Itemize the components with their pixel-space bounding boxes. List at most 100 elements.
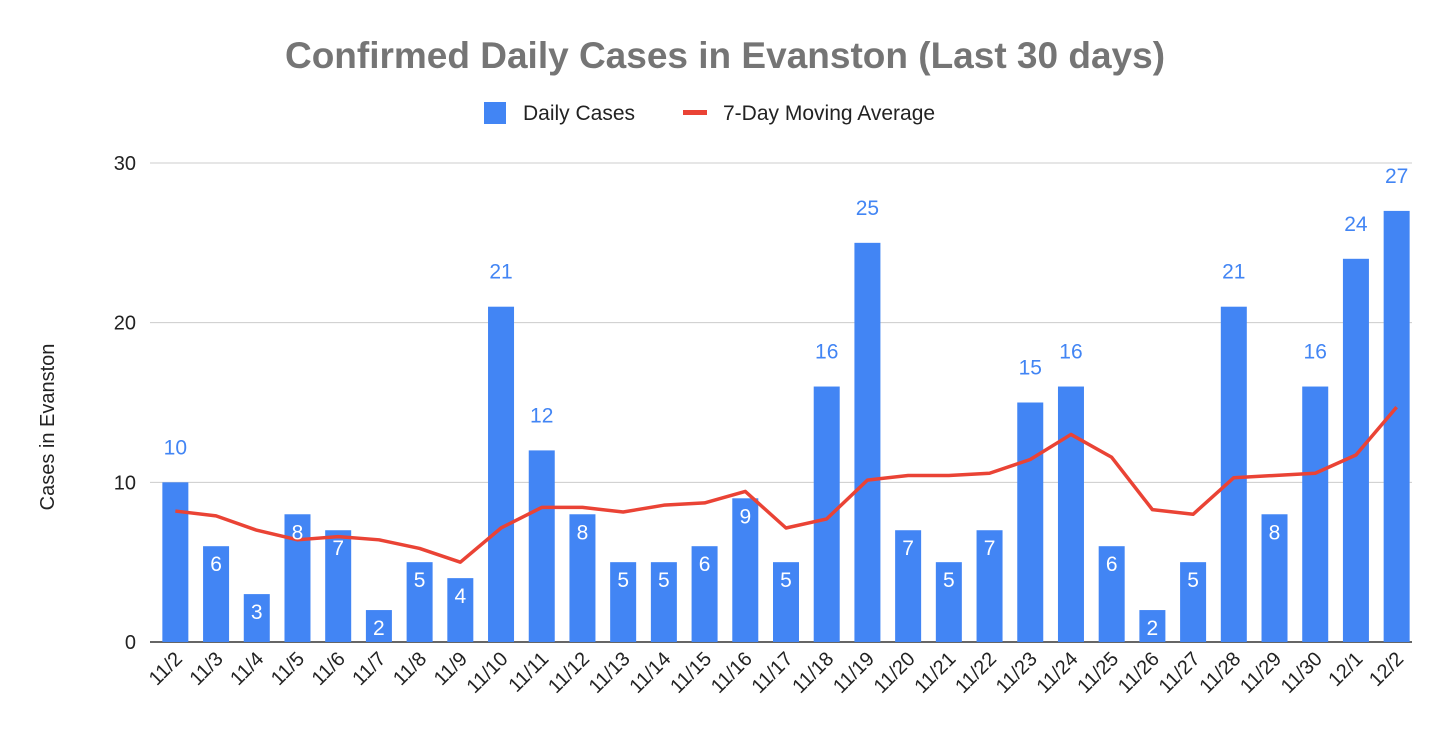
bar	[1057, 386, 1084, 642]
data-label: 7	[984, 537, 996, 560]
data-label: 5	[414, 569, 426, 592]
data-label: 7	[902, 537, 914, 560]
x-tick-label: 11/24	[1033, 648, 1083, 698]
x-tick-label: 11/17	[748, 648, 798, 698]
x-tick-label: 11/11	[504, 648, 553, 697]
x-tick-label: 11/28	[1195, 648, 1245, 698]
y-tick-label: 20	[114, 313, 136, 335]
x-tick-label: 11/3	[186, 648, 228, 690]
x-tick-label: 11/20	[870, 648, 920, 698]
legend-label-daily-cases: Daily Cases	[523, 102, 635, 125]
data-label: 27	[1385, 165, 1408, 188]
data-label: 5	[780, 569, 792, 592]
x-tick-label: 11/10	[463, 648, 513, 698]
bar	[773, 562, 799, 642]
bar	[935, 562, 962, 642]
data-label: 3	[251, 601, 263, 624]
x-tick-label: 11/21	[910, 648, 960, 698]
x-tick-label: 11/23	[992, 648, 1042, 698]
x-tick-label: 11/15	[666, 648, 716, 698]
x-tick-label: 11/2	[145, 648, 187, 690]
moving-average-line	[175, 405, 1398, 564]
y-tick-label: 0	[125, 632, 136, 654]
data-label: 24	[1344, 213, 1368, 236]
data-label: 8	[292, 521, 304, 544]
data-label: 16	[1059, 341, 1082, 364]
x-tick-label: 12/2	[1365, 648, 1408, 691]
data-label: 5	[658, 569, 670, 592]
data-label: 2	[1147, 617, 1159, 640]
data-label: 5	[943, 569, 955, 592]
x-tick-label: 11/26	[1114, 648, 1164, 698]
y-axis-label: Cases in Evanston	[37, 344, 59, 511]
legend: Daily Cases 7-Day Moving Average	[484, 102, 935, 125]
x-tick-label: 11/7	[348, 648, 390, 690]
x-tick-label: 11/16	[707, 648, 757, 698]
x-tick-label: 11/13	[585, 648, 635, 698]
data-label: 8	[577, 521, 589, 544]
bar	[1261, 514, 1288, 642]
x-tick-label: 11/6	[308, 648, 350, 690]
x-tick-label: 11/14	[626, 648, 676, 698]
bar	[569, 514, 596, 642]
bar	[243, 594, 270, 642]
data-label: 10	[164, 436, 187, 459]
bar	[976, 530, 1003, 642]
x-tick-label: 11/18	[788, 648, 838, 698]
x-tick-label: 12/1	[1324, 648, 1367, 691]
x-tick-label: 11/19	[829, 648, 879, 698]
x-tick-label: 11/8	[389, 648, 431, 690]
y-tick-label: 10	[114, 472, 136, 494]
bar	[325, 530, 352, 642]
legend-swatch-moving-average	[683, 110, 707, 115]
data-label: 6	[699, 553, 711, 576]
data-label: 16	[815, 341, 838, 364]
data-label: 8	[1269, 521, 1281, 544]
bar	[406, 562, 433, 642]
x-tick-label: 11/5	[267, 648, 309, 690]
data-label: 6	[1106, 553, 1118, 576]
y-tick-label: 30	[114, 153, 136, 175]
bar	[650, 562, 677, 642]
bar	[732, 498, 759, 642]
bar	[1139, 610, 1166, 642]
bar	[1098, 546, 1125, 642]
data-label: 2	[373, 617, 385, 640]
data-label: 4	[454, 585, 466, 608]
bar	[610, 562, 637, 642]
bar	[813, 386, 840, 642]
x-tick-label: 11/29	[1236, 648, 1286, 698]
bar	[284, 514, 311, 642]
data-label: 7	[332, 537, 344, 560]
bar	[365, 610, 392, 642]
chart-title: Confirmed Daily Cases in Evanston (Last …	[285, 35, 1165, 76]
data-label: 16	[1304, 341, 1327, 364]
x-tick-label: 11/4	[226, 648, 268, 690]
bar	[1302, 386, 1329, 642]
legend-label-moving-average: 7-Day Moving Average	[723, 102, 935, 125]
data-label: 9	[739, 505, 751, 528]
bar	[691, 546, 718, 642]
x-tick-label: 11/12	[544, 648, 594, 698]
data-label: 15	[1019, 357, 1042, 380]
data-label: 5	[1187, 569, 1199, 592]
x-tick-label: 11/30	[1277, 648, 1327, 698]
bar	[1180, 562, 1207, 642]
data-label: 12	[530, 404, 553, 427]
bar	[447, 578, 474, 642]
legend-swatch-daily-cases	[484, 102, 506, 124]
bar	[854, 242, 881, 643]
x-tick-label: 11/22	[951, 648, 1001, 698]
bar	[488, 306, 515, 642]
bar	[1383, 210, 1410, 642]
bar	[895, 530, 922, 642]
x-tick-label: 11/27	[1155, 648, 1205, 698]
data-label: 21	[489, 261, 512, 284]
data-label: 5	[617, 569, 629, 592]
data-label: 6	[210, 553, 222, 576]
bar	[203, 546, 230, 642]
bar	[1342, 258, 1369, 642]
data-label: 21	[1222, 261, 1245, 284]
bar	[162, 482, 189, 642]
